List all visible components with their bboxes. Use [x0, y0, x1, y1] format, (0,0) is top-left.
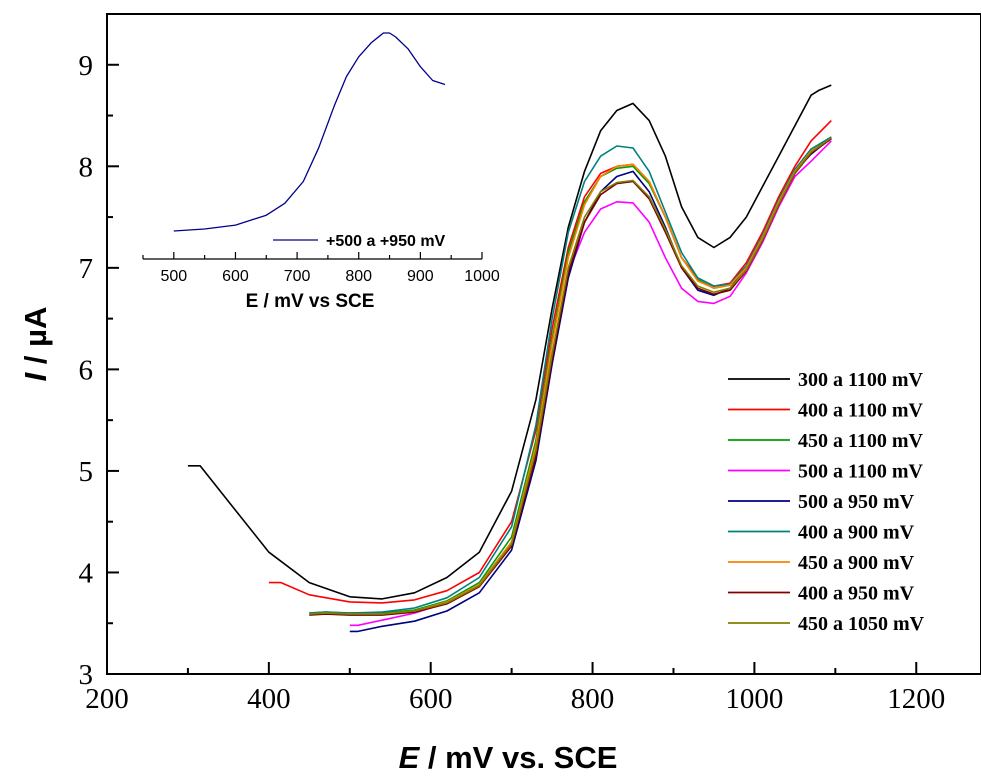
- legend-label: 400 a 950 mV: [798, 583, 915, 605]
- legend-label: 400 a 1100 mV: [798, 400, 924, 422]
- inset-x-ticks: 500 600 700 800 900 1000: [142, 252, 500, 285]
- inset-x-tick-label: 700: [284, 268, 311, 285]
- series-line: [309, 137, 832, 615]
- inset-legend-label: +500 a +950 mV: [326, 233, 446, 250]
- inset-x-tick-label: 1000: [464, 268, 500, 285]
- x-tick-label: 200: [85, 683, 129, 715]
- legend-label: 500 a 950 mV: [798, 491, 915, 513]
- legend-label: 400 a 900 mV: [798, 522, 915, 544]
- series-line: [309, 138, 832, 616]
- y-axis-title: I / µA: [18, 307, 53, 382]
- x-tick-label: 400: [247, 683, 291, 715]
- main-x-ticks: 200 400 600 800 1000 1200: [85, 662, 945, 715]
- inset-series-group: [173, 32, 446, 232]
- series-line: [309, 136, 832, 614]
- inset-x-tick-label: 800: [345, 268, 372, 285]
- legend-label: 300 a 1100 mV: [798, 369, 924, 391]
- inset-x-tick-label: 500: [160, 268, 187, 285]
- main-series-group: [187, 84, 832, 633]
- x-tick-label: 1000: [725, 683, 783, 715]
- series-line: [309, 138, 832, 615]
- x-axis-title: E / mV vs. SCE: [399, 740, 618, 775]
- series-line: [187, 84, 832, 600]
- y-tick-label: 8: [79, 151, 94, 183]
- main-plot-frame: [106, 13, 981, 675]
- x-tick-label: 1200: [887, 683, 945, 715]
- y-tick-label: 6: [79, 354, 94, 386]
- legend-label: 450 a 1050 mV: [798, 613, 925, 635]
- y-tick-label: 4: [79, 557, 94, 589]
- series-line: [268, 120, 832, 604]
- legend-label: 500 a 1100 mV: [798, 461, 924, 483]
- inset-x-tick-label: 600: [222, 268, 249, 285]
- x-tick-label: 800: [571, 683, 615, 715]
- series-line: [309, 137, 832, 614]
- y-tick-label: 3: [79, 659, 94, 691]
- inset-chart: 500 600 700 800 900 1000 +500 a +950 mV E / m…: [142, 32, 500, 312]
- legend-label: 450 a 900 mV: [798, 552, 915, 574]
- y-tick-label: 7: [79, 253, 94, 285]
- series-line: [349, 140, 832, 627]
- y-tick-label: 9: [79, 50, 94, 82]
- main-legend: 300 a 1100 mV 400 a 1100 mV 450 a 1100 mV 5…: [728, 369, 925, 635]
- inset-x-tick-label: 900: [407, 268, 434, 285]
- inset-series-line: [173, 32, 446, 232]
- legend-label: 450 a 1100 mV: [798, 430, 924, 452]
- inset-x-axis-title: E / mV vs SCE: [246, 291, 375, 312]
- y-tick-label: 5: [79, 456, 94, 488]
- main-y-ticks: 3 4 5 6 7 8 9: [79, 13, 119, 691]
- x-tick-label: 600: [409, 683, 453, 715]
